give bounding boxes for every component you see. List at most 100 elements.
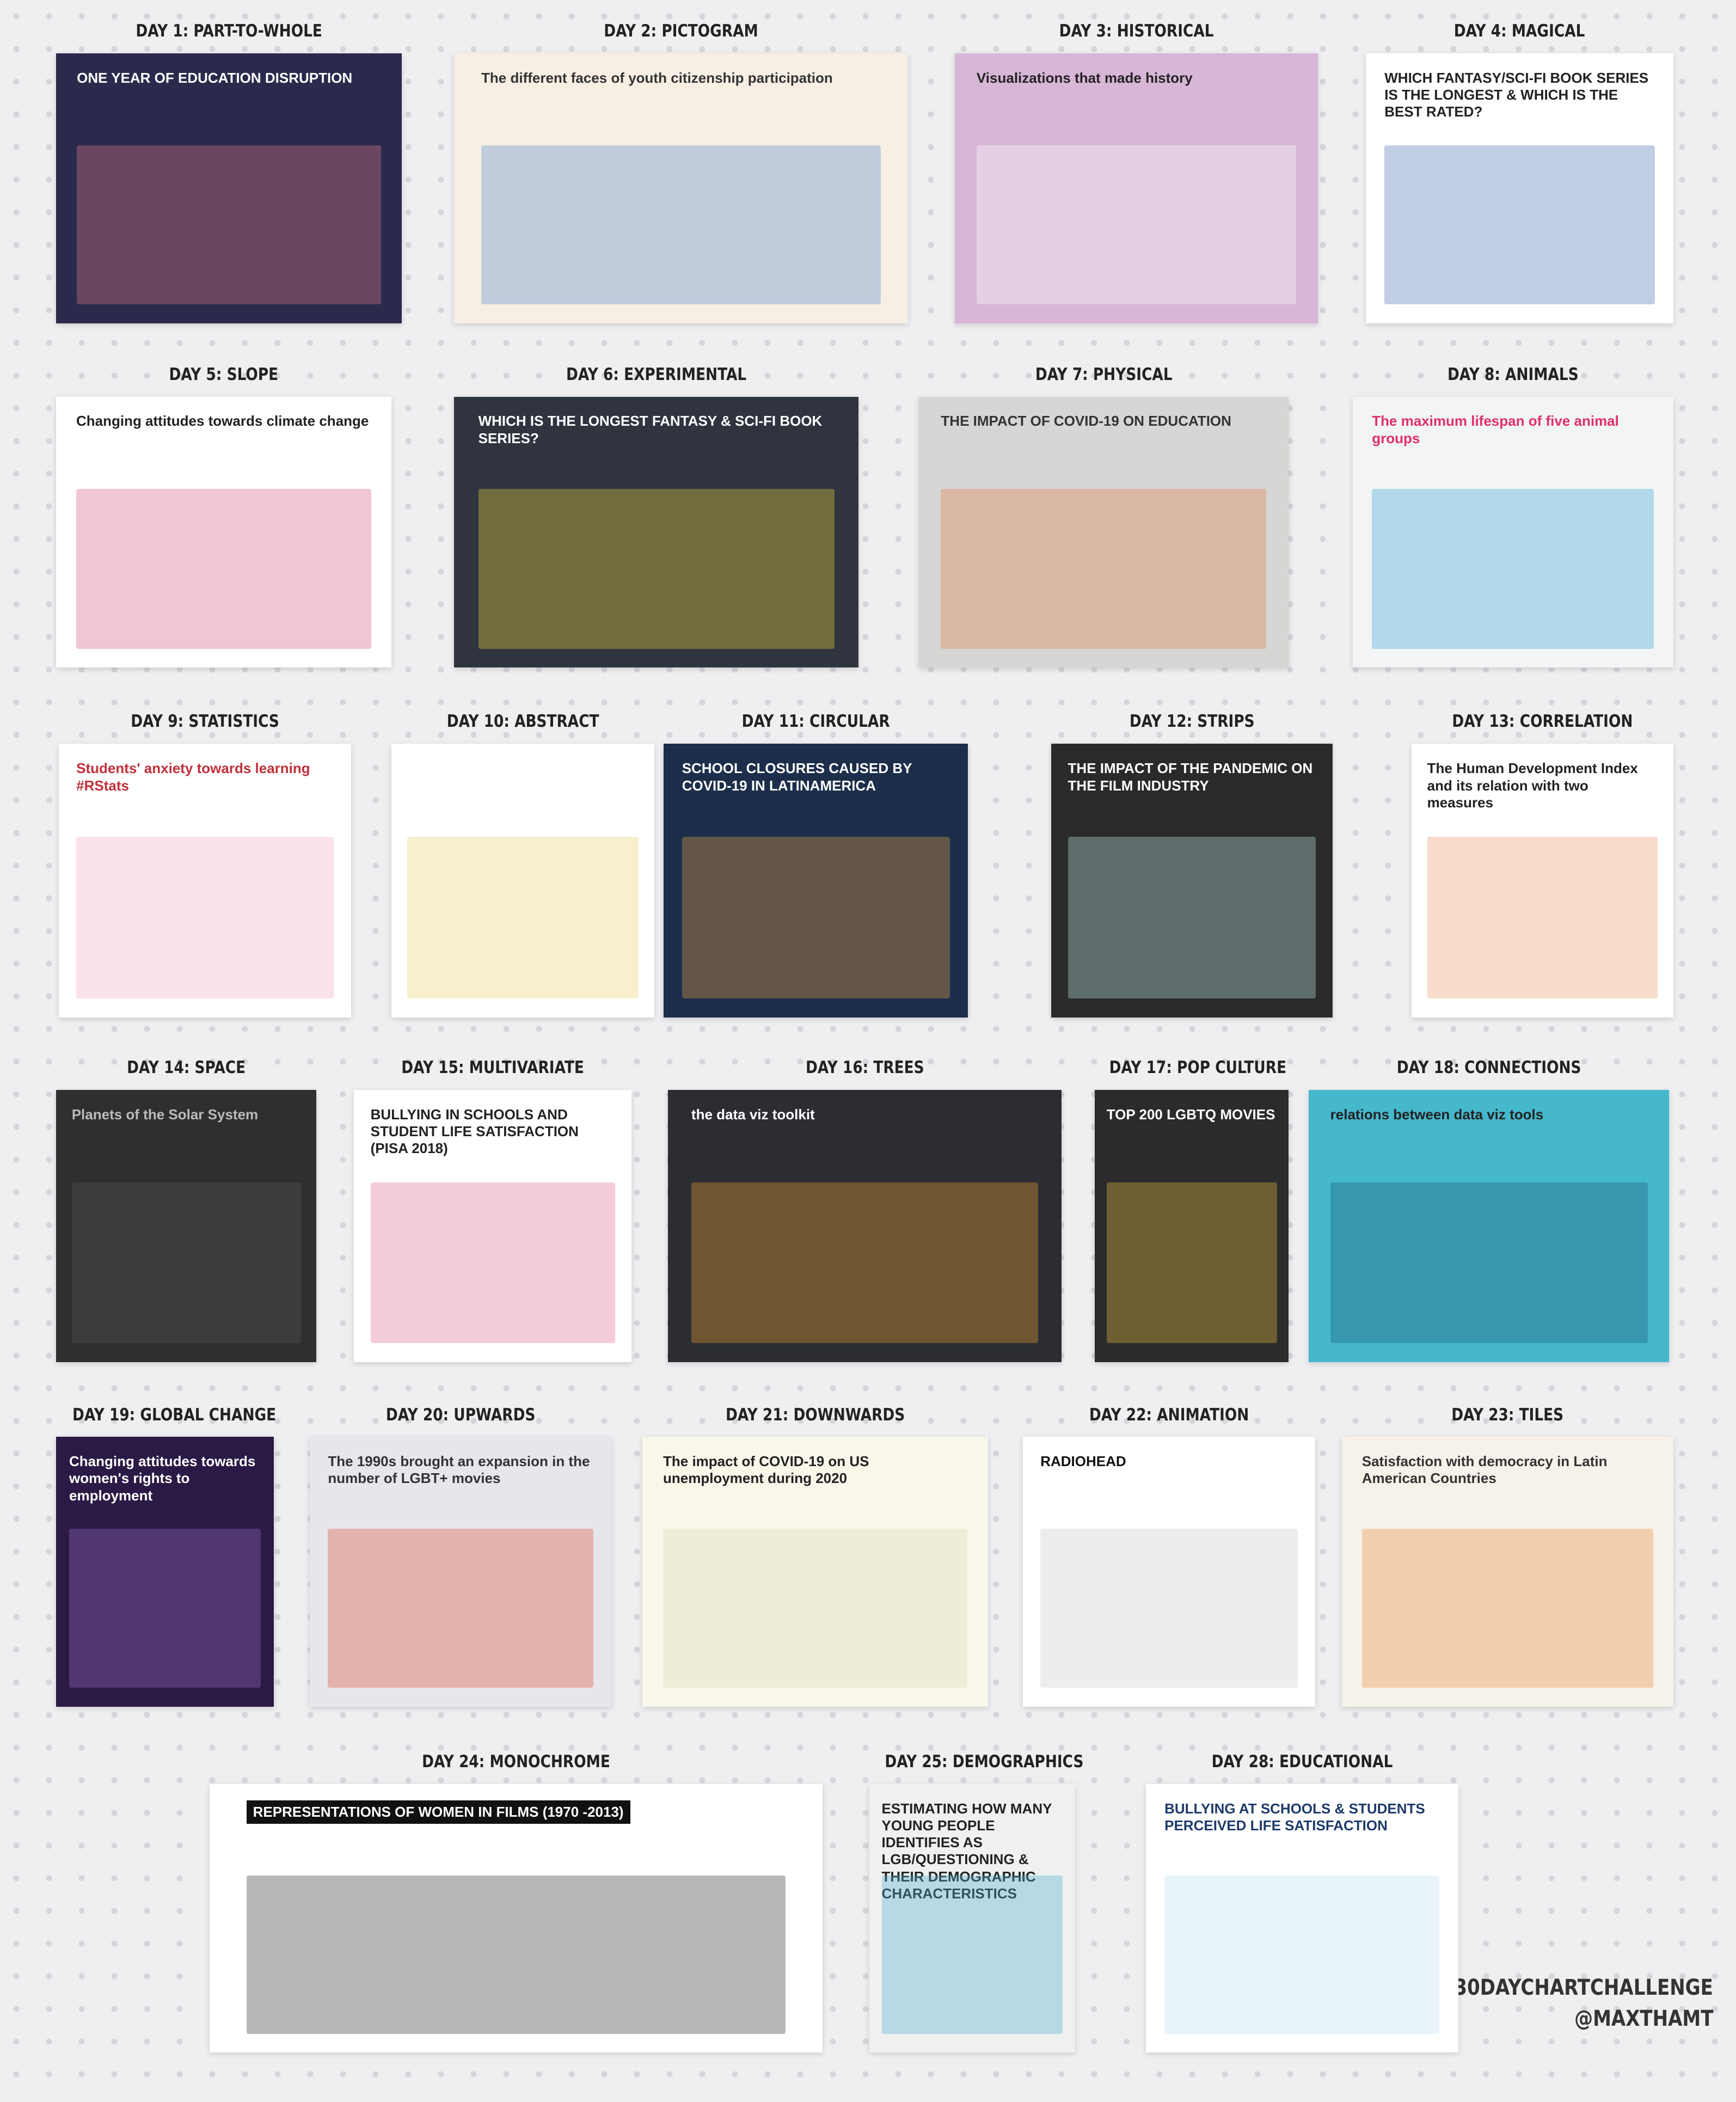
day-label: DAY 15: MULTIVARIATE [401, 1057, 584, 1077]
thumbnail-title: RADIOHEAD [1040, 1453, 1126, 1470]
day-label: DAY 11: CIRCULAR [741, 712, 890, 732]
thumbnail-graphic [1164, 1875, 1440, 2034]
thumbnail-graphic [691, 1182, 1038, 1344]
thumbnail-title: BULLYING AT SCHOOLS & STUDENTS PERCEIVED… [1164, 1800, 1425, 1834]
day-label: DAY 12: STRIPS [1129, 712, 1255, 732]
day-label: DAY 16: TREES [805, 1057, 924, 1077]
thumbnail-title: Visualizations that made history [976, 69, 1193, 86]
day-label: DAY 21: DOWNWARDS [725, 1405, 905, 1425]
thumbnail-graphic [881, 1875, 1063, 2034]
day-label: DAY 9: STATISTICS [131, 712, 279, 732]
thumbnail-graphic [328, 1528, 594, 1688]
day-label: DAY 14: SPACE [127, 1057, 246, 1077]
thumbnail-graphic [69, 1528, 261, 1688]
day-label: DAY 28: EDUCATIONAL [1211, 1752, 1393, 1772]
day-label: DAY 25: DEMOGRAPHICS [885, 1752, 1084, 1772]
chart-thumbnail: Visualizations that made history [954, 53, 1318, 323]
thumbnail-graphic [77, 145, 382, 304]
day-label: DAY 8: ANIMALS [1447, 364, 1579, 384]
chart-thumbnail: the data viz toolkit [667, 1089, 1062, 1363]
chart-thumbnail: The Human Development Index and its rela… [1411, 744, 1673, 1018]
day-label: DAY 10: ABSTRACT [446, 712, 599, 732]
thumbnail-graphic [76, 837, 334, 998]
thumbnail-title: WHICH IS THE LONGEST FANTASY & SCI-FI BO… [478, 413, 823, 446]
day-label: DAY 7: PHYSICAL [1035, 364, 1173, 384]
day-label: DAY 13: CORRELATION [1452, 712, 1633, 732]
chart-thumbnail: TOP 200 LGBTQ MOVIES [1095, 1089, 1289, 1363]
thumbnail-title: Satisfaction with democracy in Latin Ame… [1361, 1453, 1608, 1487]
thumbnail-graphic [478, 488, 835, 649]
thumbnail-graphic [370, 1182, 615, 1344]
thumbnail-title: the data viz toolkit [691, 1106, 815, 1123]
thumbnail-graphic [663, 1528, 968, 1688]
thumbnail-graphic [1330, 1182, 1648, 1344]
thumbnail-title: The impact of COVID-19 on US unemploymen… [663, 1453, 869, 1487]
thumbnail-graphic [1106, 1182, 1277, 1344]
day-label: DAY 1: PART-TO-WHOLE [136, 21, 322, 41]
day-label: DAY 3: HISTORICAL [1059, 21, 1214, 41]
day-label: DAY 5: SLOPE [169, 364, 279, 384]
thumbnail-title: Planets of the Solar System [71, 1106, 259, 1123]
thumbnail-graphic [976, 145, 1297, 304]
thumbnail-graphic [1384, 145, 1655, 304]
chart-thumbnail: REPRESENTATIONS OF WOMEN IN FILMS (1970 … [210, 1784, 823, 2053]
thumbnail-title: The 1990s brought an expansion in the nu… [328, 1453, 590, 1487]
day-label: DAY 22: ANIMATION [1089, 1405, 1249, 1425]
day-label: DAY 19: GLOBAL CHANGE [72, 1405, 277, 1425]
thumbnail-graphic [1427, 837, 1658, 998]
day-label: DAY 24: MONOCHROME [422, 1752, 610, 1772]
thumbnail-graphic [71, 1182, 301, 1344]
thumbnail-title: REPRESENTATIONS OF WOMEN IN FILMS (1970 … [246, 1800, 630, 1824]
chart-thumbnail: The different faces of youth citizenship… [454, 53, 909, 323]
chart-thumbnail: WHICH IS THE LONGEST FANTASY & SCI-FI BO… [454, 396, 859, 668]
thumbnail-graphic [246, 1875, 786, 2034]
thumbnail-title: THE IMPACT OF THE PANDEMIC ON THE FILM I… [1068, 760, 1313, 794]
chart-thumbnail: BULLYING IN SCHOOLS AND STUDENT LIFE SAT… [354, 1089, 632, 1363]
thumbnail-title: ESTIMATING HOW MANY YOUNG PEOPLE IDENTIF… [881, 1800, 1052, 1902]
chart-thumbnail: Satisfaction with democracy in Latin Ame… [1342, 1437, 1673, 1707]
thumbnail-title: TOP 200 LGBTQ MOVIES [1106, 1106, 1275, 1123]
thumbnail-graphic [1040, 1528, 1298, 1688]
thumbnail-title: Students' anxiety towards learning #RSta… [76, 760, 310, 794]
chart-thumbnail: THE IMPACT OF COVID-19 ON EDUCATION [918, 396, 1289, 668]
day-label: DAY 18: CONNECTIONS [1396, 1057, 1581, 1077]
thumbnail-graphic [682, 837, 950, 998]
chart-thumbnail: RADIOHEAD [1022, 1437, 1316, 1707]
day-label: DAY 17: POP CULTURE [1109, 1057, 1287, 1077]
thumbnail-graphic [1361, 1528, 1654, 1688]
thumbnail-title: The maximum lifespan of five animal grou… [1372, 413, 1619, 446]
chart-thumbnail: Students' anxiety towards learning #RSta… [58, 744, 352, 1018]
day-label: DAY 4: MAGICAL [1454, 21, 1585, 41]
thumbnail-title: The Human Development Index and its rela… [1427, 760, 1638, 811]
chart-thumbnail: relations between data viz tools [1308, 1089, 1670, 1363]
chart-thumbnail: ESTIMATING HOW MANY YOUNG PEOPLE IDENTIF… [869, 1784, 1075, 2053]
thumbnail-title: The different faces of youth citizenship… [481, 69, 833, 86]
chart-thumbnail: WHICH FANTASY/SCI-FI BOOK SERIES IS THE … [1366, 53, 1673, 323]
chart-thumbnail: Changing attitudes towards women's right… [56, 1437, 274, 1707]
day-label: DAY 20: UPWARDS [386, 1405, 536, 1425]
thumbnail-title: Changing attitudes towards climate chang… [76, 413, 369, 430]
chart-thumbnail: ONE YEAR OF EDUCATION DISRUPTION [56, 53, 402, 323]
day-label: DAY 2: PICTOGRAM [604, 21, 758, 41]
thumbnail-title: THE IMPACT OF COVID-19 ON EDUCATION [941, 413, 1231, 430]
chart-thumbnail: SCHOOL CLOSURES CAUSED BY COVID-19 IN LA… [664, 744, 968, 1018]
chart-thumbnail: BULLYING AT SCHOOLS & STUDENTS PERCEIVED… [1145, 1784, 1458, 2053]
handle: @MAXTHAMT [1574, 2006, 1713, 2031]
chart-thumbnail [391, 744, 654, 1018]
thumbnail-title: relations between data viz tools [1330, 1106, 1544, 1123]
thumbnail-graphic [941, 488, 1267, 649]
thumbnail-title: Changing attitudes towards women's right… [69, 1453, 256, 1504]
thumbnail-title: ONE YEAR OF EDUCATION DISRUPTION [77, 69, 353, 86]
chart-thumbnail: Planets of the Solar System [56, 1089, 317, 1363]
thumbnail-graphic [1372, 488, 1654, 649]
day-label: DAY 6: EXPERIMENTAL [566, 364, 747, 384]
thumbnail-graphic [407, 837, 639, 998]
thumbnail-graphic [76, 488, 371, 649]
chart-thumbnail: THE IMPACT OF THE PANDEMIC ON THE FILM I… [1051, 744, 1333, 1018]
thumbnail-graphic [1068, 837, 1316, 998]
thumbnail-graphic [481, 145, 881, 304]
chart-thumbnail: The maximum lifespan of five animal grou… [1352, 396, 1673, 668]
day-label: DAY 23: TILES [1451, 1405, 1564, 1425]
thumbnail-title: BULLYING IN SCHOOLS AND STUDENT LIFE SAT… [370, 1106, 579, 1157]
